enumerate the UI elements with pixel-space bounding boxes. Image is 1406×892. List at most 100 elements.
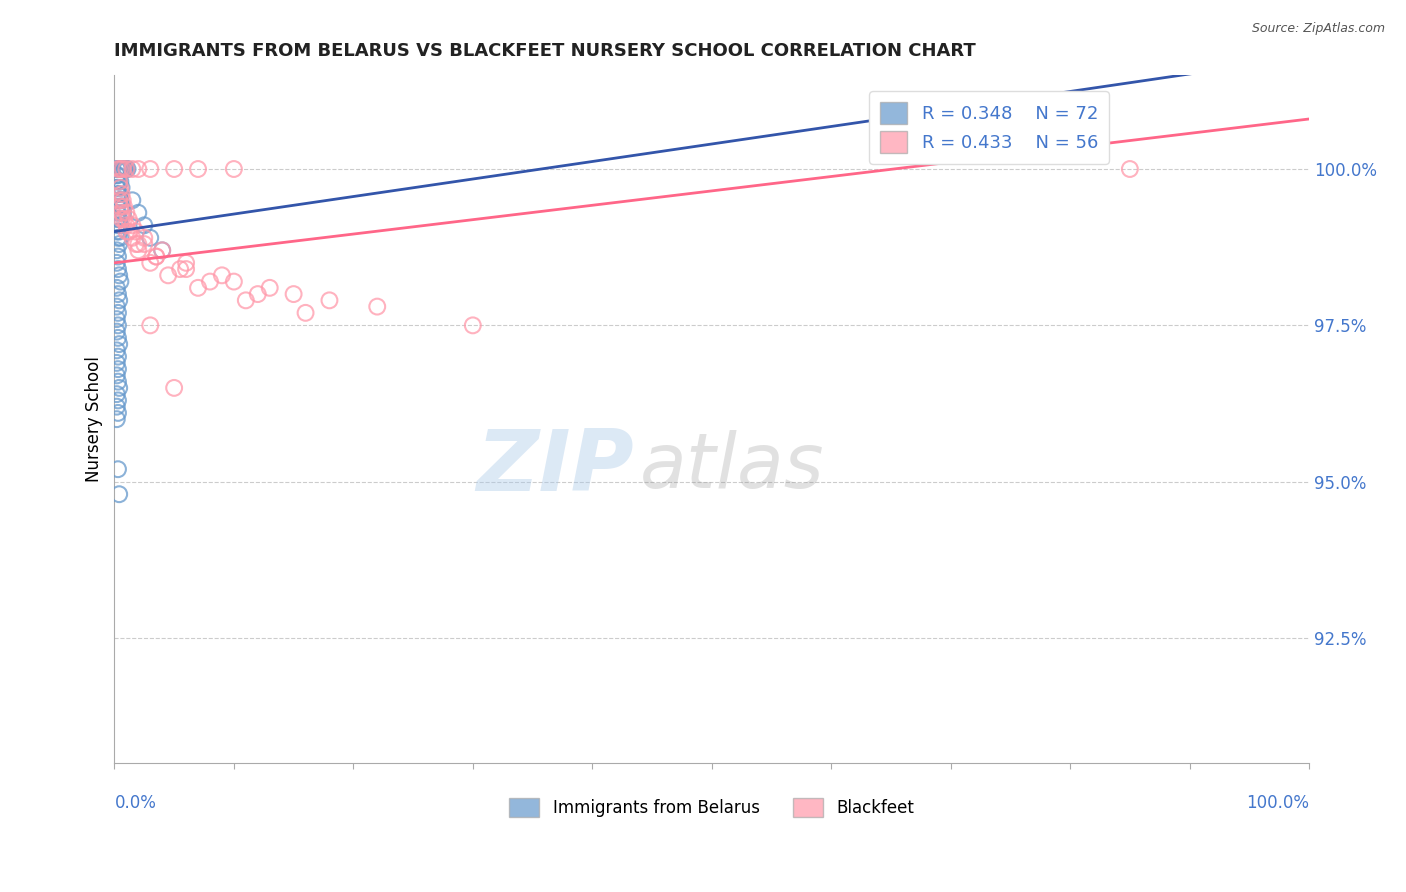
Point	[105, 356, 128, 370]
Point	[125, 237, 148, 252]
Point	[105, 168, 128, 182]
Point	[222, 275, 245, 289]
Point	[222, 161, 245, 176]
Point	[105, 212, 128, 227]
Point	[110, 174, 132, 188]
Y-axis label: Nursery School: Nursery School	[86, 356, 103, 482]
Point	[105, 161, 128, 176]
Point	[110, 181, 132, 195]
Text: atlas: atlas	[640, 430, 824, 504]
Point	[107, 375, 129, 389]
Text: 0.0%: 0.0%	[114, 795, 156, 813]
Point	[105, 325, 128, 339]
Point	[105, 343, 128, 358]
Point	[157, 268, 180, 283]
Point	[283, 287, 305, 301]
Point	[105, 412, 128, 426]
Point	[145, 250, 167, 264]
Point	[127, 237, 149, 252]
Point	[112, 212, 135, 227]
Point	[111, 194, 134, 208]
Point	[235, 293, 257, 308]
Point	[112, 200, 135, 214]
Point	[174, 256, 197, 270]
Point	[108, 225, 131, 239]
Point	[105, 300, 128, 314]
Point	[105, 200, 128, 214]
Point	[110, 219, 132, 233]
Point	[127, 244, 149, 258]
Point	[187, 161, 209, 176]
Point	[127, 161, 149, 176]
Point	[111, 161, 134, 176]
Point	[108, 187, 131, 202]
Point	[163, 161, 186, 176]
Point	[174, 262, 197, 277]
Point	[110, 194, 132, 208]
Point	[107, 231, 129, 245]
Point	[107, 161, 129, 176]
Point	[246, 287, 269, 301]
Point	[107, 462, 129, 476]
Point	[107, 262, 129, 277]
Point	[139, 318, 162, 333]
Point	[139, 161, 162, 176]
Point	[105, 244, 128, 258]
Point	[105, 181, 128, 195]
Point	[107, 219, 129, 233]
Point	[108, 194, 131, 208]
Point	[139, 256, 162, 270]
Point	[115, 161, 138, 176]
Point	[107, 318, 129, 333]
Point	[118, 212, 141, 227]
Text: Source: ZipAtlas.com: Source: ZipAtlas.com	[1251, 22, 1385, 36]
Point	[461, 318, 484, 333]
Point	[121, 161, 143, 176]
Point	[110, 181, 132, 195]
Point	[107, 206, 129, 220]
Point	[110, 212, 132, 227]
Point	[107, 250, 129, 264]
Point	[107, 350, 129, 364]
Point	[107, 168, 129, 182]
Point	[110, 206, 132, 220]
Point	[107, 161, 129, 176]
Point	[108, 212, 131, 227]
Point	[1119, 161, 1142, 176]
Text: 100.0%: 100.0%	[1246, 795, 1309, 813]
Point	[111, 161, 134, 176]
Point	[163, 381, 186, 395]
Legend: Immigrants from Belarus, Blackfeet: Immigrants from Belarus, Blackfeet	[502, 791, 921, 823]
Text: IMMIGRANTS FROM BELARUS VS BLACKFEET NURSERY SCHOOL CORRELATION CHART: IMMIGRANTS FROM BELARUS VS BLACKFEET NUR…	[114, 42, 976, 60]
Point	[107, 181, 129, 195]
Point	[294, 306, 316, 320]
Point	[150, 244, 173, 258]
Point	[108, 337, 131, 351]
Point	[110, 200, 132, 214]
Point	[108, 293, 131, 308]
Point	[318, 293, 340, 308]
Point	[108, 161, 131, 176]
Point	[105, 312, 128, 326]
Point	[107, 187, 129, 202]
Point	[125, 225, 148, 239]
Point	[169, 262, 191, 277]
Point	[108, 174, 131, 188]
Point	[110, 161, 132, 176]
Point	[108, 194, 131, 208]
Point	[110, 275, 132, 289]
Point	[150, 244, 173, 258]
Point	[198, 275, 221, 289]
Point	[187, 281, 209, 295]
Point	[112, 161, 135, 176]
Point	[105, 174, 128, 188]
Point	[105, 256, 128, 270]
Point	[366, 300, 388, 314]
Point	[105, 387, 128, 401]
Point	[110, 200, 132, 214]
Point	[121, 194, 143, 208]
Point	[134, 231, 156, 245]
Point	[105, 225, 128, 239]
Point	[115, 219, 138, 233]
Point	[134, 237, 156, 252]
